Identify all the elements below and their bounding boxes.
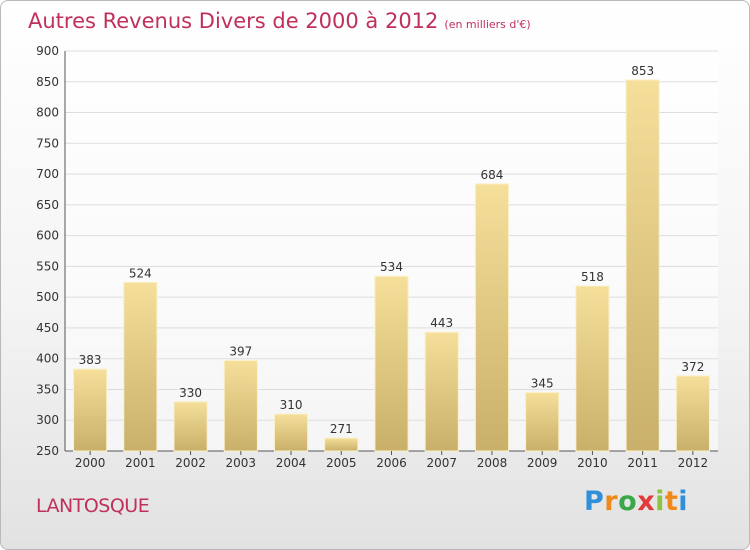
data-label: 524: [129, 266, 152, 280]
data-label: 310: [280, 398, 303, 412]
bar: [223, 360, 258, 452]
bar: [324, 437, 359, 452]
y-tick-label: 500: [36, 290, 59, 304]
x-tick-label: 2008: [477, 456, 508, 470]
bar: [173, 401, 208, 452]
x-tick-label: 2006: [376, 456, 407, 470]
bar: [675, 375, 710, 452]
bar: [123, 281, 158, 452]
data-label: 443: [430, 316, 453, 330]
data-label: 372: [681, 360, 704, 374]
data-label: 271: [330, 422, 353, 436]
logo-letter: i: [655, 486, 665, 517]
data-label: 518: [581, 270, 604, 284]
y-tick-label: 650: [36, 198, 59, 212]
bar: [474, 183, 510, 452]
logo-letter: t: [664, 486, 679, 517]
bar: [424, 331, 459, 452]
y-tick-label: 600: [36, 229, 59, 243]
x-tick-label: 2005: [326, 456, 357, 470]
x-tick-label: 2009: [527, 456, 558, 470]
bar: [73, 368, 108, 452]
y-tick-label: 450: [36, 321, 59, 335]
data-label: 345: [531, 377, 554, 391]
data-label: 397: [229, 345, 252, 359]
logo-letter: o: [618, 486, 638, 517]
y-tick-label: 300: [36, 413, 59, 427]
data-label: 853: [631, 64, 654, 78]
x-tick-label: 2010: [577, 456, 608, 470]
chart-subtitle: (en milliers d'€): [444, 18, 531, 31]
x-tick-label: 2003: [226, 456, 257, 470]
logo-letter: i: [678, 486, 689, 517]
data-label: 534: [380, 260, 403, 274]
logo-letter: P: [584, 486, 605, 517]
y-tick-label: 400: [36, 352, 59, 366]
x-tick-label: 2011: [627, 456, 658, 470]
x-tick-label: 2007: [426, 456, 457, 470]
bar: [575, 285, 610, 452]
proxiti-logo: Proxiti: [584, 486, 688, 517]
x-tick-label: 2001: [125, 456, 156, 470]
y-tick-label: 750: [36, 136, 59, 150]
y-tick-label: 350: [36, 382, 59, 396]
data-label: 330: [179, 386, 202, 400]
bar: [625, 79, 660, 452]
bar: [525, 392, 560, 452]
title-text: Autres Revenus Divers de 2000 à 2012: [28, 9, 439, 33]
logo-letter: x: [637, 486, 656, 517]
y-tick-label: 900: [36, 44, 59, 58]
y-tick-label: 550: [36, 259, 59, 273]
y-tick-label: 700: [36, 167, 59, 181]
bar: [374, 275, 409, 452]
y-tick-label: 250: [36, 444, 59, 458]
x-tick-label: 2004: [276, 456, 307, 470]
y-tick-label: 800: [36, 106, 59, 120]
commune-name: LANTOSQUE: [36, 495, 150, 517]
x-tick-label: 2000: [75, 456, 106, 470]
data-label: 383: [79, 353, 102, 367]
logo-letter: r: [604, 486, 619, 517]
y-tick-label: 850: [36, 75, 59, 89]
x-tick-label: 2002: [175, 456, 206, 470]
x-tick-label: 2012: [678, 456, 709, 470]
bar: [273, 413, 309, 452]
chart-title: Autres Revenus Divers de 2000 à 2012 (en …: [28, 9, 531, 33]
data-label: 684: [481, 168, 504, 182]
